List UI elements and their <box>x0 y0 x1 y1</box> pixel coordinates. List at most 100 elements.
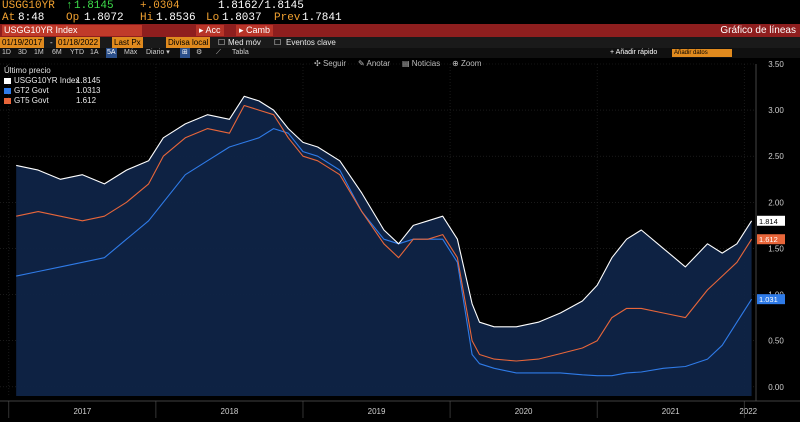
checkbox-icon[interactable]: ☐ <box>218 38 226 47</box>
series-lines <box>16 95 753 377</box>
range-3d[interactable]: 3D <box>18 49 27 56</box>
quote-lo-label: Lo <box>206 12 220 24</box>
settings-icon[interactable]: ⚙ <box>196 49 203 56</box>
legend-item-usgg10yr[interactable]: USGG10YR Index 1.8145 <box>4 76 100 86</box>
x-tick-label: 2022 <box>739 407 757 416</box>
chart-type-icon[interactable]: ⊞ <box>180 48 190 58</box>
dropdown-icon: ▸ <box>199 25 206 35</box>
range-1m[interactable]: 1M <box>34 49 44 56</box>
med-mov-button[interactable]: Med móv <box>228 38 261 47</box>
periodicity-label: Diario <box>146 49 165 56</box>
quote-at-label: At <box>2 12 16 24</box>
last-value-tag: 1.031 <box>759 295 778 304</box>
last-value-tag: 1.612 <box>759 235 778 244</box>
camb-button[interactable]: ▸ Camb <box>236 25 274 36</box>
legend-header: Último precio <box>4 66 51 75</box>
series-line-usgg10yr-index <box>16 95 753 328</box>
quote-high: 1.8536 <box>156 12 196 24</box>
x-axis: 2017 2018 2019 2020 2021 2022 <box>0 64 800 418</box>
news-icon: ▤ <box>402 59 412 68</box>
last-px-select[interactable]: Last Px <box>112 37 143 48</box>
camb-label: Camb <box>246 25 271 35</box>
seguir-button[interactable]: ✣ Seguir <box>314 59 346 68</box>
ticker-field[interactable]: USGG10YR Index <box>2 25 142 36</box>
last-value-tag-bg <box>757 294 785 305</box>
range-row: 1D 3D 1M 6M YTD 1A 5A Máx Diario ▾ ⊞ ⚙ ⟋… <box>0 48 800 58</box>
x-tick-label: 2019 <box>368 407 386 416</box>
periodicity-select[interactable]: Diario ▾ <box>146 49 170 56</box>
line-chart: 0.000.501.001.502.002.503.003.50 2017201… <box>0 58 800 422</box>
quote-ticker: USGG10YR <box>2 0 55 12</box>
legend-label: GT5 Govt <box>14 96 49 105</box>
plus-icon: + <box>610 49 616 56</box>
noticias-button[interactable]: ▤ Noticias <box>402 59 440 68</box>
quote-prev-label: Prev <box>274 12 301 24</box>
dropdown-icon: ▸ <box>239 25 247 35</box>
range-6m[interactable]: 6M <box>52 49 62 56</box>
x-tick-label: 2017 <box>73 407 91 416</box>
legend-value: 1.612 <box>76 96 97 105</box>
checkbox-icon[interactable]: ☐ <box>274 38 282 47</box>
range-ytd[interactable]: YTD <box>70 49 84 56</box>
last-value-tags: 1.814 1.031 1.612 <box>757 215 785 305</box>
chart-settings-row: 01/19/2017 - 01/18/2022 Last Px Divisa l… <box>0 37 800 48</box>
x-tick-label: 2021 <box>662 407 680 416</box>
acc-button[interactable]: ▸ Acc <box>196 25 224 36</box>
area-fills <box>16 96 752 397</box>
quote-arrow-icon: ↑ <box>66 0 73 12</box>
legend-value: 1.0313 <box>76 86 101 95</box>
series-line-gt5-govt <box>16 104 753 362</box>
chart-tools: ✣ Seguir ✎ Anotar ▤ Noticias ⊕ Zoom <box>314 59 482 68</box>
tabla-button[interactable]: Tabla <box>232 49 249 56</box>
quote-prev: 1.7841 <box>302 12 342 24</box>
legend-label: USGG10YR Index <box>14 76 80 85</box>
quick-add-label[interactable]: + Añadir rápido <box>610 48 657 58</box>
y-tick-label: 0.00 <box>768 383 784 392</box>
legend-swatch <box>4 98 11 104</box>
last-value-tag: 1.814 <box>759 217 778 226</box>
start-date-field[interactable]: 01/19/2017 <box>0 37 45 48</box>
quote-time: 8:48 <box>18 12 45 24</box>
range-max[interactable]: Máx <box>124 49 138 56</box>
quote-low: 1.8037 <box>222 12 262 24</box>
acc-label: Acc <box>205 25 221 35</box>
x-tick-label: 2020 <box>515 407 533 416</box>
pencil-icon: ✎ <box>358 59 366 68</box>
y-tick-label: 3.00 <box>768 106 784 115</box>
range-1d[interactable]: 1D <box>2 49 11 56</box>
quick-add-text: Añadir rápido <box>615 49 658 56</box>
range-1a[interactable]: 1A <box>90 49 99 56</box>
legend-swatch <box>4 88 11 94</box>
quote-change: +.0304 <box>140 0 180 12</box>
quote-bid-ask: 1.8162/1.8145 <box>218 0 304 12</box>
eventos-button[interactable]: Eventos clave <box>286 38 336 47</box>
area-fill-usgg10yr <box>16 96 752 397</box>
legend-swatch <box>4 78 11 84</box>
line-tool-icon[interactable]: ⟋ <box>216 49 221 56</box>
quick-add-input[interactable]: Añadir datos <box>672 49 732 57</box>
series-line-gt2-govt <box>16 128 753 377</box>
legend-item-gt5[interactable]: GT5 Govt 1.612 <box>4 96 96 106</box>
y-tick-label: 0.50 <box>768 337 784 346</box>
quote-last: 1.8145 <box>74 0 114 12</box>
anotar-button[interactable]: ✎ Anotar <box>358 59 390 68</box>
end-date-field[interactable]: 01/18/2022 <box>56 37 101 48</box>
currency-select[interactable]: Divisa local <box>166 37 211 48</box>
y-tick-label: 2.00 <box>768 198 784 207</box>
zoom-icon: ⊕ <box>452 59 461 68</box>
chart-title: Gráfico de líneas <box>720 25 796 36</box>
quote-hi-label: Hi <box>140 12 154 24</box>
range-5a[interactable]: 5A <box>106 48 117 58</box>
x-tick-label: 2018 <box>221 407 239 416</box>
y-tick-label: 1.50 <box>768 244 784 253</box>
legend-value: 1.8145 <box>76 76 101 85</box>
quote-bar: USGG10YR ↑ 1.8145 +.0304 1.8162/1.8145 A… <box>0 0 800 24</box>
crosshair-icon: ✣ <box>314 59 323 68</box>
quote-op-label: Op <box>66 12 80 24</box>
zoom-button[interactable]: ⊕ Zoom <box>452 59 482 68</box>
y-tick-label: 2.50 <box>768 152 784 161</box>
legend-item-gt2[interactable]: GT2 Govt 1.0313 <box>4 86 100 96</box>
legend: Último precio USGG10YR Index 1.8145 GT2 … <box>4 66 100 106</box>
legend-label: GT2 Govt <box>14 86 49 95</box>
date-separator: - <box>50 38 53 47</box>
